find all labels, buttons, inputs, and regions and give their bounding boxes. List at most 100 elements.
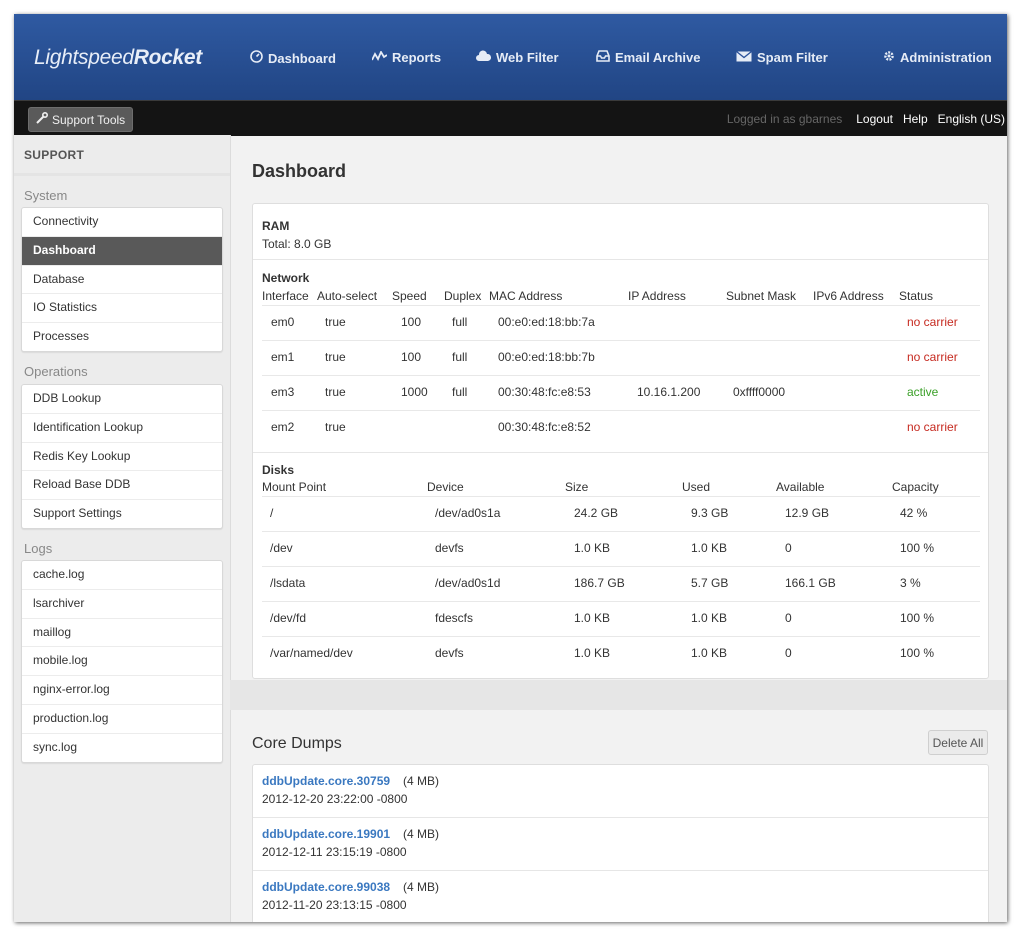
core-dump-size: (4 MB) <box>403 827 439 841</box>
cell-mac: 00:30:48:fc:e8:53 <box>498 385 591 399</box>
cell-used: 1.0 KB <box>691 646 728 660</box>
sub-toolbar: Support Tools Logged in as gbarnes Logou… <box>14 100 1007 136</box>
language-selector[interactable]: English (US) <box>937 112 1005 126</box>
section-divider <box>230 680 1007 710</box>
sidebar-item-support-settings[interactable]: Support Settings <box>33 506 122 521</box>
status-badge: no carrier <box>907 420 958 434</box>
sidebar-item-mobile-log[interactable]: mobile.log <box>22 647 222 677</box>
list-item: ddbUpdate.core.19901 (4 MB) 2012-12-11 2… <box>253 818 988 871</box>
column-header: Size <box>565 480 589 494</box>
nav-web-filter[interactable]: Web Filter <box>476 50 559 65</box>
sidebar-item-reload-base-ddb[interactable]: Reload Base DDB <box>22 471 222 501</box>
logo-bold-text: Rocket <box>133 46 203 69</box>
cell-mac: 00:e0:ed:18:bb:7b <box>498 350 595 364</box>
cell-speed: 100 <box>401 350 422 364</box>
sidebar-group-operations: Operations <box>24 364 88 379</box>
core-dump-link[interactable]: ddbUpdate.core.99038 <box>262 880 391 894</box>
cell-interface: em1 <box>271 350 295 364</box>
sidebar-item-lsarchiver[interactable]: lsarchiver <box>22 590 222 619</box>
cell-capacity: 100 % <box>900 646 935 660</box>
sidebar-item-redis-key-lookup[interactable]: Redis Key Lookup <box>22 443 222 472</box>
sidebar-item-ddb-lookup[interactable]: DDB Lookup <box>22 385 222 414</box>
status-badge: active <box>907 385 939 399</box>
envelope-icon <box>736 50 752 65</box>
status-badge: no carrier <box>907 315 958 329</box>
cell-interface: em3 <box>271 385 295 399</box>
sidebar-item-nginx-error-log[interactable]: nginx-error.log <box>22 676 222 705</box>
cell-size: 186.7 GB <box>574 576 625 590</box>
cell-device: /dev/ad0s1a <box>435 506 501 520</box>
cell-duplex: full <box>452 350 468 364</box>
delete-all-button[interactable]: Delete All <box>928 730 988 755</box>
gear-icon <box>883 50 895 65</box>
sidebar-item-connectivity[interactable]: Connectivity <box>22 208 222 237</box>
sidebar: SUPPORT System Connectivity Dashboard Da… <box>14 135 231 922</box>
cell-used: 1.0 KB <box>691 541 728 555</box>
cell-size: 24.2 GB <box>574 506 619 520</box>
column-header: Status <box>899 289 934 303</box>
column-header: Speed <box>392 289 427 303</box>
sidebar-item-cache-log[interactable]: cache.log <box>22 561 222 590</box>
cell-mount-point: /lsdata <box>270 576 306 590</box>
cell-duplex: full <box>452 315 468 329</box>
sidebar-item-database[interactable]: Database <box>22 266 222 295</box>
network-title: Network <box>262 271 310 285</box>
help-link[interactable]: Help <box>902 112 928 126</box>
sidebar-item-maillog[interactable]: maillog <box>22 619 222 648</box>
nav-reports[interactable]: Reports <box>371 49 441 65</box>
cell-capacity: 100 % <box>900 541 935 555</box>
disks-title: Disks <box>262 463 295 477</box>
column-header: Capacity <box>892 480 939 494</box>
nav-administration[interactable]: Administration <box>883 50 992 65</box>
core-dump-date: 2012-12-20 23:22:00 -0800 <box>262 792 408 806</box>
sidebar-system-list: Connectivity Dashboard Database IO Stati… <box>21 207 223 352</box>
wrench-icon <box>36 111 49 127</box>
cell-mount-point: /dev <box>270 541 293 555</box>
cell-available: 0 <box>785 541 792 555</box>
sidebar-item-identification-lookup[interactable]: Identification Lookup <box>22 414 222 443</box>
column-header: Interface <box>262 289 309 303</box>
cell-subnet-mask: 0xffff0000 <box>733 385 786 399</box>
sidebar-group-logs: Logs <box>24 541 53 556</box>
top-navigation-bar: LightspeedRocket Dashboard Reports Web F… <box>14 14 1007 100</box>
cell-device: devfs <box>435 541 464 555</box>
ram-total: Total: 8.0 GB <box>262 237 332 251</box>
cell-auto-select: true <box>325 315 346 329</box>
core-dumps-title: Core Dumps <box>252 735 342 752</box>
core-dump-link[interactable]: ddbUpdate.core.19901 <box>262 827 391 841</box>
core-dump-date: 2012-12-11 23:15:19 -0800 <box>262 845 407 859</box>
status-badge: no carrier <box>907 350 958 364</box>
column-header: Subnet Mask <box>726 289 797 303</box>
page-title: Dashboard <box>252 161 347 181</box>
column-header: Auto-select <box>317 289 378 303</box>
cell-interface: em2 <box>271 420 295 434</box>
cell-duplex: full <box>452 385 468 399</box>
column-header: Duplex <box>444 289 482 303</box>
sidebar-item-sync-log[interactable]: sync.log <box>33 739 78 754</box>
logo[interactable]: LightspeedRocket <box>34 46 202 70</box>
sidebar-group-system: System <box>24 188 68 203</box>
column-header: MAC Address <box>489 289 563 303</box>
sidebar-item-production-log[interactable]: production.log <box>22 705 222 734</box>
cell-device: devfs <box>435 646 464 660</box>
inbox-icon <box>596 50 610 65</box>
cell-available: 12.9 GB <box>785 506 830 520</box>
column-header: IP Address <box>628 289 686 303</box>
nav-dashboard[interactable]: Dashboard <box>250 50 336 66</box>
sidebar-item-io-statistics[interactable]: IO Statistics <box>22 294 222 324</box>
cell-auto-select: true <box>325 420 346 434</box>
web-filter-icon <box>476 50 492 65</box>
nav-spam-filter[interactable]: Spam Filter <box>736 50 828 65</box>
nav-email-archive-label: Email Archive <box>615 50 701 65</box>
support-tools-button[interactable]: Support Tools <box>28 107 134 132</box>
core-dump-link[interactable]: ddbUpdate.core.30759 <box>262 774 391 788</box>
cell-mac: 00:30:48:fc:e8:52 <box>498 420 591 434</box>
sidebar-item-processes[interactable]: Processes <box>33 329 90 344</box>
cell-mount-point: /var/named/dev <box>270 646 353 660</box>
sidebar-item-dashboard[interactable]: Dashboard <box>22 236 222 266</box>
cell-size: 1.0 KB <box>574 611 611 625</box>
logout-link[interactable]: Logout <box>856 112 893 126</box>
cell-interface: em0 <box>271 315 295 329</box>
nav-email-archive[interactable]: Email Archive <box>596 50 701 65</box>
cell-available: 0 <box>785 646 792 660</box>
